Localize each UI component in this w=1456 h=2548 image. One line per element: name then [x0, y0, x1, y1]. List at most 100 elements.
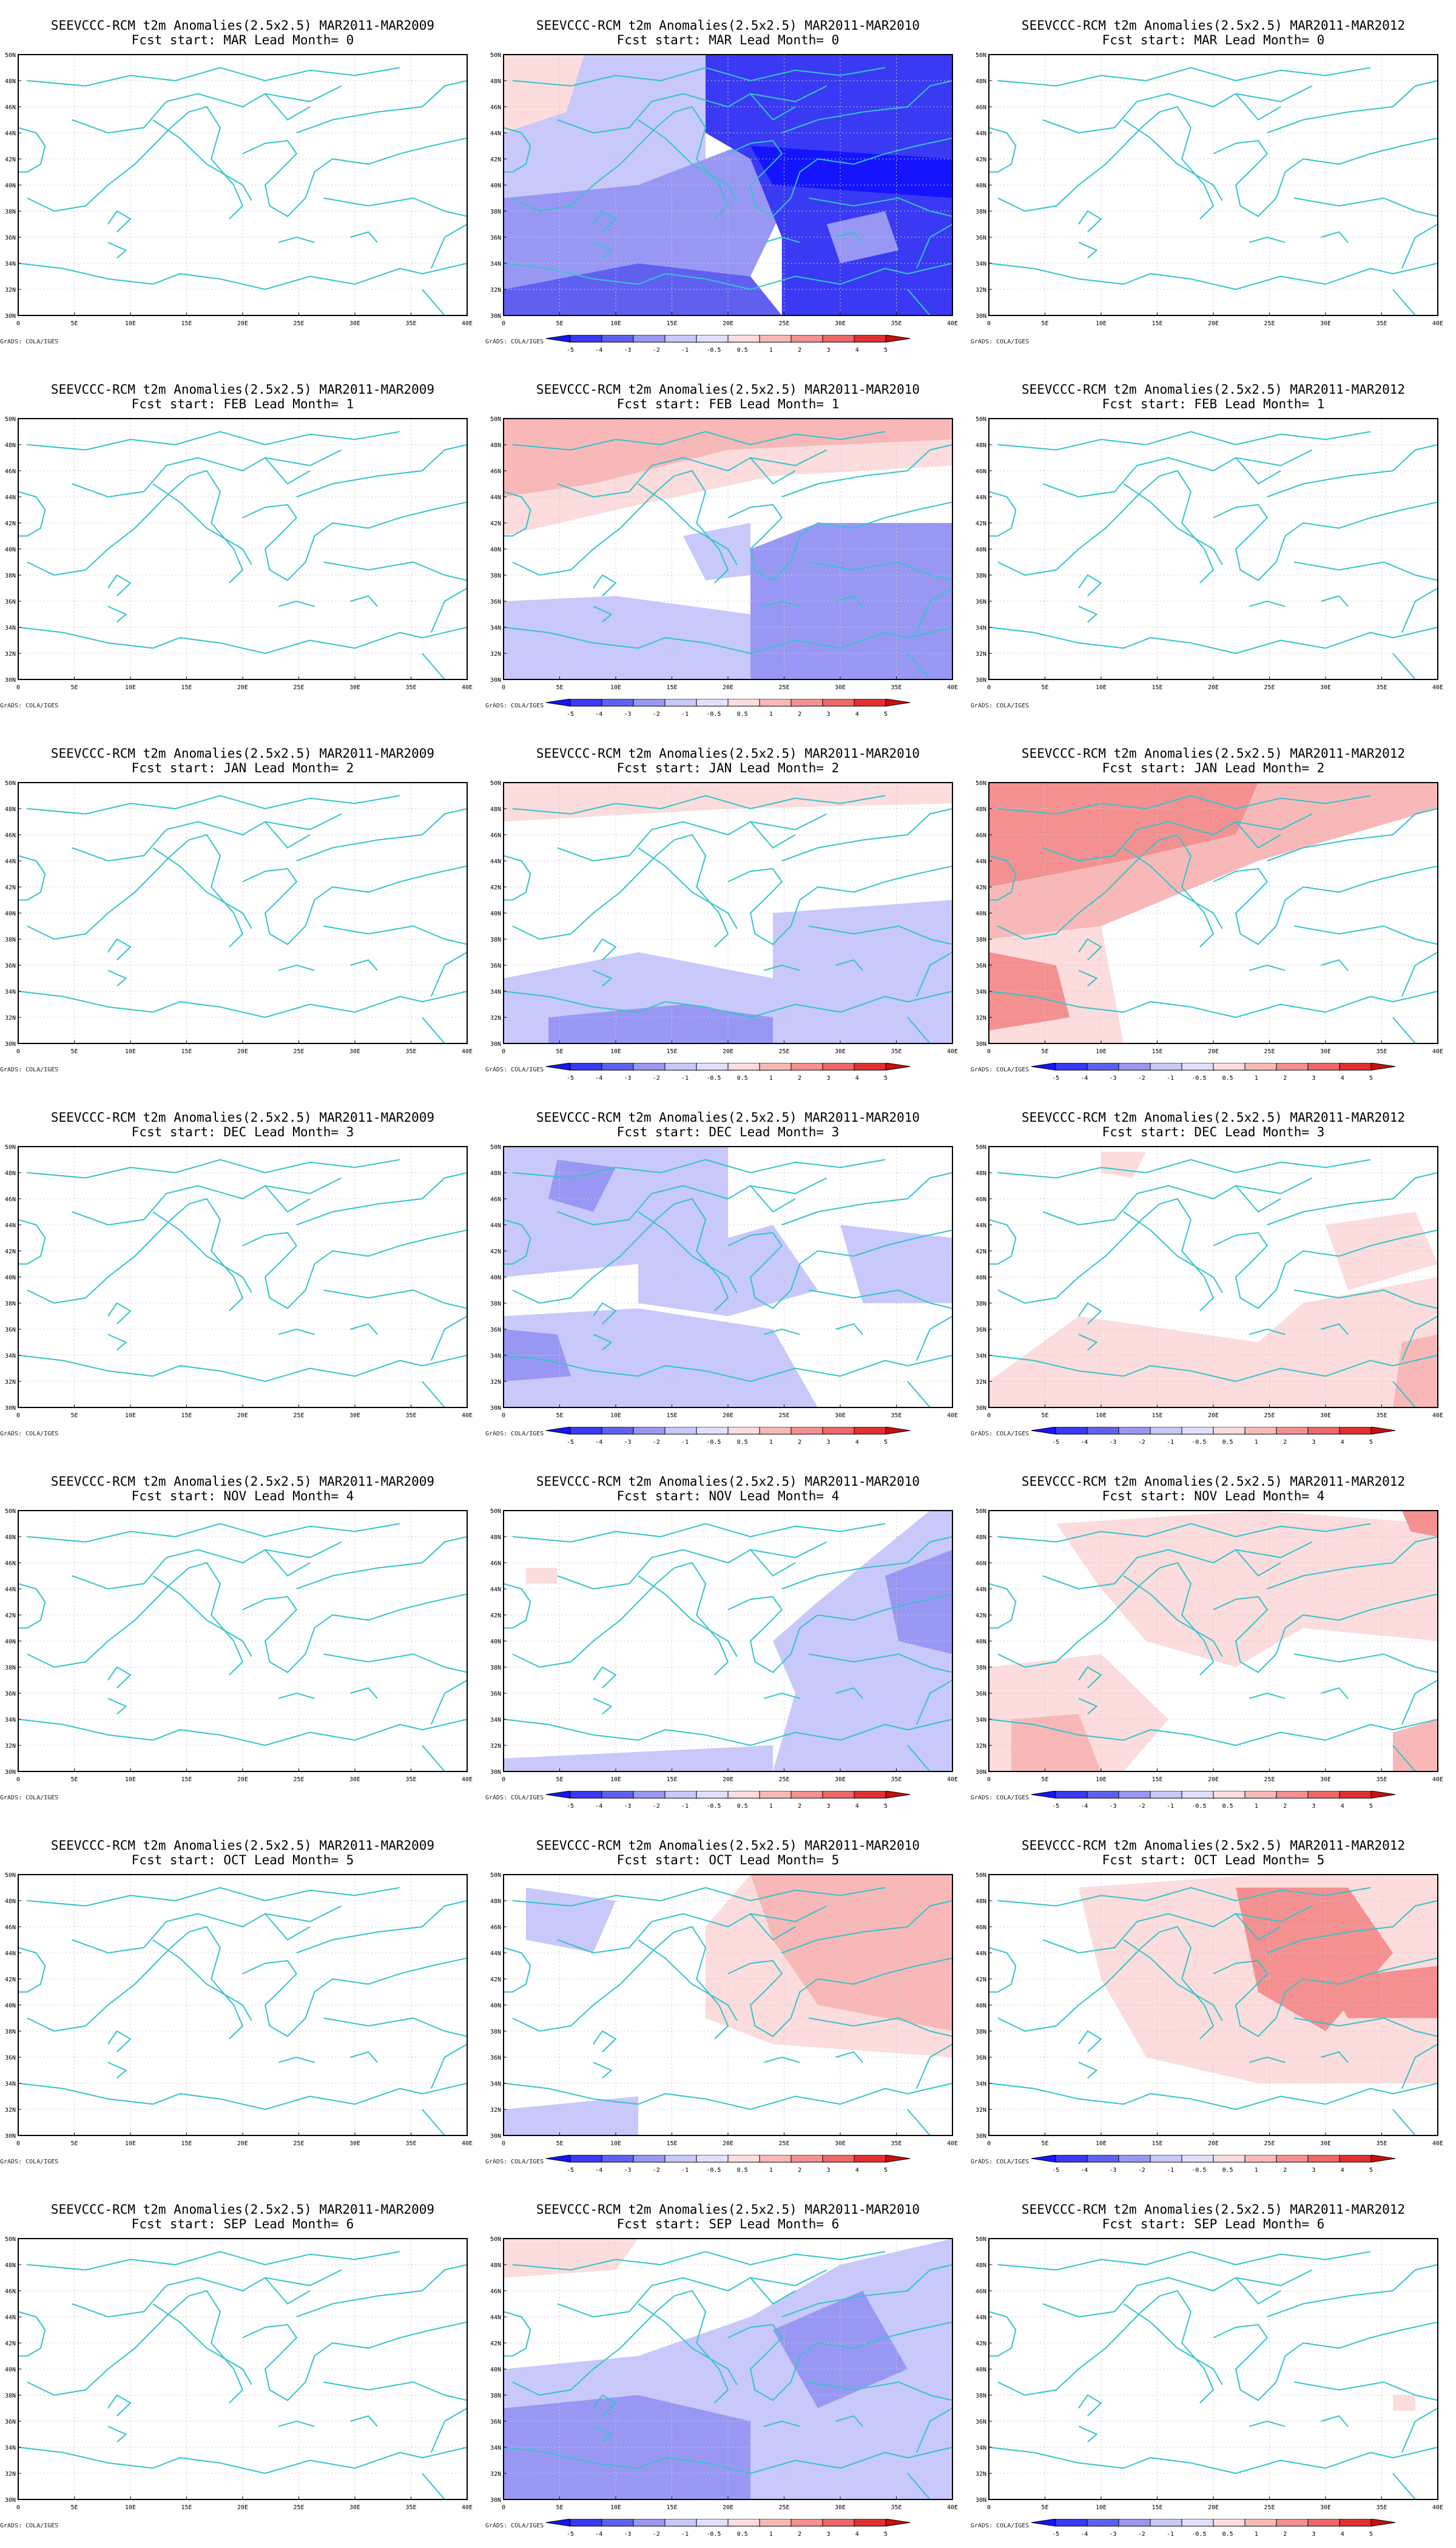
colorbar-cell — [1339, 2519, 1372, 2527]
grads-credit: GrADS: COLA/IGES — [971, 1067, 1030, 1073]
coastline — [809, 197, 952, 217]
lat-tick-label: 34N — [490, 625, 501, 632]
colorbar-cell — [1031, 2155, 1056, 2163]
coastline — [152, 847, 252, 929]
coastline — [997, 2290, 1215, 2404]
coastline — [27, 834, 244, 948]
colorbar-label: -3 — [1110, 2167, 1117, 2174]
lat-tick-label: 44N — [490, 494, 501, 501]
anomaly-shading — [504, 2395, 750, 2499]
coastline — [1294, 1653, 1438, 1673]
coastline — [997, 834, 1215, 948]
panel-title: SEEVCCC-RCM t2m Anomalies(2.5x2.5) MAR20… — [50, 18, 435, 33]
coastline — [278, 600, 315, 607]
anomaly-shading — [706, 1875, 952, 2057]
coastline — [422, 2473, 445, 2499]
lat-tick-label: 34N — [5, 261, 16, 268]
colorbar-label: 1 — [769, 1075, 773, 1082]
lon-tick-label: 30E — [835, 2504, 846, 2511]
coastline — [907, 2109, 931, 2135]
coastline — [512, 470, 729, 584]
coastline — [763, 1692, 800, 1699]
lon-tick-label: 15E — [1151, 2140, 1162, 2147]
coastline — [1213, 1593, 1438, 1673]
lon-tick-label: 25E — [1264, 2504, 1275, 2511]
coastline — [72, 449, 342, 498]
colorbar-cell — [854, 2155, 886, 2163]
colorbar-label: 1 — [769, 1803, 773, 1810]
lat-tick-label: 30N — [5, 2133, 16, 2140]
lat-tick-label: 34N — [5, 2081, 16, 2088]
grads-credit: GrADS: COLA/IGES — [0, 2159, 59, 2165]
coastline — [242, 2321, 467, 2401]
coastline — [18, 991, 467, 1019]
coastline — [1321, 595, 1349, 607]
coastline — [915, 2043, 952, 2089]
coastline — [242, 1957, 467, 2037]
lon-tick-label: 0 — [16, 1048, 20, 1055]
coastline — [504, 1947, 531, 1993]
lat-tick-label: 44N — [490, 1222, 501, 1229]
colorbar-label: -0.5 — [1191, 2167, 1206, 2174]
colorbar: -5 -4 -3 -2 -1 -0.5 0.5 1 2 3 4 5 — [1031, 2519, 1396, 2538]
anomaly-shading — [826, 211, 899, 263]
lon-tick-label: 40E — [462, 1048, 473, 1055]
colorbar-cell — [790, 1791, 823, 1799]
panel-subtitle: Fcst start: JAN Lead Month= 2 — [616, 761, 840, 775]
lon-tick-label: 25E — [778, 1048, 789, 1055]
lat-tick-label: 40N — [5, 2367, 16, 2373]
colorbar-label: 1 — [1255, 1803, 1258, 1810]
coastline — [997, 1562, 1215, 1676]
colorbar-label: -4 — [1080, 2167, 1088, 2174]
lat-tick-label: 50N — [5, 1508, 16, 1515]
lon-tick-label: 15E — [181, 320, 192, 327]
coastline — [278, 2420, 315, 2427]
coastline — [512, 2290, 729, 2404]
colorbar-cell — [545, 1791, 571, 1799]
colorbar-cell — [1370, 1791, 1396, 1799]
lon-tick-label: 25E — [1264, 1776, 1275, 1783]
colorbar-label: 5 — [884, 2167, 888, 2174]
coastline — [763, 2420, 800, 2427]
colorbar-cell — [759, 2519, 792, 2527]
lon-tick-label: 30E — [1320, 1776, 1331, 1783]
coastline — [72, 813, 342, 862]
lat-tick-label: 44N — [5, 1950, 16, 1957]
coastline — [18, 1719, 467, 1747]
coastline — [593, 241, 613, 259]
lat-tick-label: 38N — [5, 2393, 16, 2399]
lat-tick-label: 38N — [5, 1301, 16, 1307]
lon-tick-label: 0 — [502, 684, 505, 691]
grads-credit: GrADS: COLA/IGES — [971, 1795, 1030, 1801]
lon-tick-label: 10E — [610, 2504, 621, 2511]
coastline — [504, 855, 531, 901]
anomaly-shading — [773, 900, 952, 1043]
colorbar-label: 0.5 — [1222, 1075, 1233, 1082]
coastline — [107, 2425, 127, 2443]
lat-tick-label: 34N — [976, 1353, 986, 1360]
lat-tick-label: 34N — [490, 989, 501, 996]
lon-tick-label: 30E — [835, 2140, 846, 2147]
anomaly-shading — [773, 2291, 908, 2408]
colorbar-label: -2 — [1138, 1075, 1145, 1082]
colorbar-label: -2 — [653, 1439, 660, 1446]
lon-tick-label: 15E — [181, 1048, 192, 1055]
lat-tick-label: 40N — [490, 547, 501, 553]
colorbar-cell — [601, 1791, 634, 1799]
lat-tick-label: 30N — [490, 1405, 501, 1412]
coastline — [323, 561, 467, 581]
lon-tick-label: 20E — [723, 2140, 733, 2147]
lat-tick-label: 30N — [976, 1405, 986, 1412]
lon-tick-label: 5E — [1041, 1048, 1048, 1055]
lon-tick-label: 5E — [70, 1412, 78, 1419]
colorbar-cell — [1276, 1791, 1309, 1799]
panel-title: SEEVCCC-RCM t2m Anomalies(2.5x2.5) MAR20… — [536, 746, 920, 761]
colorbar-label: -2 — [1138, 2167, 1145, 2174]
colorbar-label: -1 — [681, 1439, 689, 1446]
lat-tick-label: 42N — [5, 1613, 16, 1619]
lat-tick-label: 34N — [490, 2081, 501, 2088]
colorbar-cell — [885, 335, 911, 343]
coastline — [265, 1549, 311, 1577]
colorbar-label: -1 — [1167, 2167, 1174, 2174]
lat-tick-label: 44N — [5, 494, 16, 501]
